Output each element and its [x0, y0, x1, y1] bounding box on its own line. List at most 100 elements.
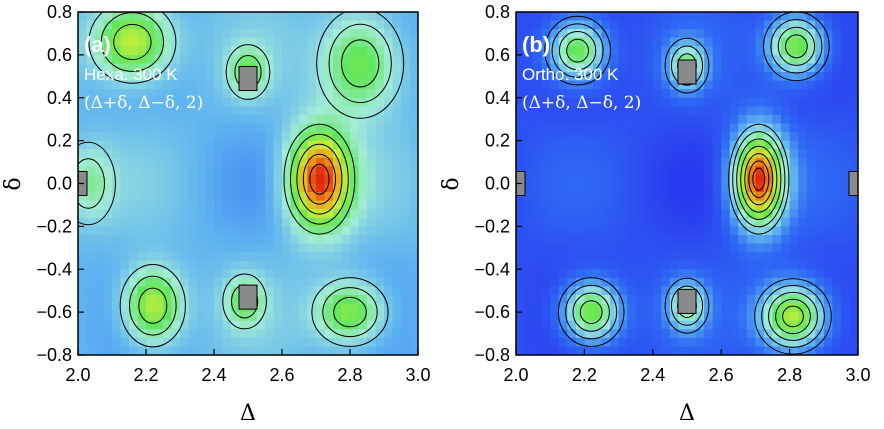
- heatmap-cell: [721, 63, 731, 73]
- heatmap-cell: [524, 277, 534, 287]
- heatmap-cell: [704, 192, 714, 202]
- heatmap-cell: [341, 174, 351, 185]
- heatmap-cell: [103, 123, 113, 133]
- heatmap-cell: [738, 54, 748, 65]
- heatmap-cell: [729, 174, 739, 185]
- heatmap-cell: [644, 252, 654, 262]
- heatmap-cell: [214, 54, 224, 65]
- heatmap-cell: [712, 97, 722, 107]
- heatmap-cell: [103, 89, 113, 99]
- heatmap-cell: [316, 140, 326, 150]
- heatmap-cell: [78, 200, 88, 210]
- heatmap-cell: [592, 20, 603, 30]
- heatmap-cell: [763, 106, 774, 116]
- heatmap-cell: [256, 149, 266, 159]
- heatmap-cell: [541, 106, 551, 116]
- heatmap-cell: [516, 12, 526, 22]
- heatmap-cell: [256, 29, 266, 39]
- heatmap-cell: [239, 243, 249, 253]
- heatmap-cell: [188, 46, 198, 56]
- heatmap-cell: [137, 260, 147, 270]
- heatmap-cell: [231, 217, 241, 227]
- heatmap-cell: [635, 174, 645, 185]
- heatmap-cell: [823, 209, 833, 219]
- heatmap-cell: [541, 89, 551, 99]
- heatmap-cell: [652, 200, 662, 210]
- heatmap-cell: [205, 149, 215, 159]
- heatmap-cell: [146, 209, 156, 219]
- heatmap-cell: [806, 217, 816, 227]
- heatmap-cell: [618, 123, 628, 133]
- heatmap-cell: [146, 234, 156, 245]
- heatmap-cell: [299, 72, 309, 82]
- heatmap-cell: [781, 294, 791, 305]
- heatmap-cell: [687, 337, 697, 348]
- heatmap-cell: [541, 269, 551, 279]
- heatmap-cell: [575, 320, 585, 330]
- heatmap-cell: [324, 286, 334, 296]
- heatmap-cell: [755, 106, 765, 116]
- heatmap-cell: [746, 277, 756, 287]
- heatmap-cell: [669, 46, 680, 56]
- heatmap-cell: [823, 106, 833, 116]
- heatmap-cell: [146, 329, 156, 339]
- heatmap-cell: [401, 54, 411, 65]
- heatmap-cell: [567, 277, 577, 287]
- heatmap-cell: [524, 132, 534, 142]
- heatmap-cell: [299, 243, 309, 253]
- heatmap-cell: [171, 166, 181, 176]
- heatmap-cell: [103, 183, 113, 193]
- heatmap-cell: [755, 174, 765, 185]
- heatmap-cell: [575, 54, 585, 65]
- heatmap-cell: [575, 37, 585, 47]
- heatmap-cell: [652, 269, 662, 279]
- heatmap-cell: [695, 12, 705, 22]
- heatmap-cell: [695, 183, 705, 193]
- heatmap-cell: [789, 166, 799, 176]
- heatmap-cell: [120, 54, 130, 65]
- heatmap-cell: [746, 329, 756, 339]
- heatmap-cell: [823, 157, 833, 167]
- heatmap-cell: [205, 106, 215, 116]
- heatmap-cell: [669, 80, 680, 90]
- heatmap-cell: [78, 132, 88, 142]
- heatmap-cell: [806, 277, 816, 287]
- heatmap-cell: [214, 294, 224, 305]
- heatmap-cell: [112, 243, 122, 253]
- heatmap-cell: [95, 252, 105, 262]
- heatmap-cell: [815, 277, 825, 287]
- heatmap-cell: [687, 312, 697, 322]
- heatmap-cell: [687, 29, 697, 39]
- heatmap-cell: [687, 114, 697, 125]
- heatmap-cell: [627, 346, 637, 355]
- heatmap-cell: [516, 97, 526, 107]
- heatmap-cell: [738, 346, 748, 355]
- heatmap-cell: [86, 97, 96, 107]
- heatmap-cell: [584, 174, 594, 185]
- heatmap-cell: [384, 63, 394, 73]
- heatmap-cell: [849, 123, 858, 133]
- heatmap-cell: [798, 346, 808, 355]
- heatmap-cell: [746, 303, 756, 313]
- heatmap-cell: [171, 200, 181, 210]
- heatmap-cell: [282, 72, 292, 82]
- heatmap-cell: [401, 209, 411, 219]
- heatmap-cell: [712, 209, 722, 219]
- heatmap-cell: [644, 132, 654, 142]
- heatmap-cell: [290, 37, 300, 47]
- heatmap-cell: [324, 243, 334, 253]
- heatmap-cell: [137, 320, 147, 330]
- heatmap-cell: [755, 294, 765, 305]
- heatmap-cell: [781, 80, 791, 90]
- heatmap-cell: [350, 106, 360, 116]
- heatmap-cell: [290, 303, 300, 313]
- heatmap-cell: [282, 97, 292, 107]
- heatmap-cell: [222, 140, 232, 150]
- heatmap-cell: [627, 132, 637, 142]
- heatmap-cell: [256, 286, 266, 296]
- heatmap-cell: [729, 123, 739, 133]
- heatmap-cell: [171, 286, 181, 296]
- heatmap-cell: [154, 312, 164, 322]
- heatmap-cell: [95, 209, 105, 219]
- heatmap-cell: [772, 192, 782, 202]
